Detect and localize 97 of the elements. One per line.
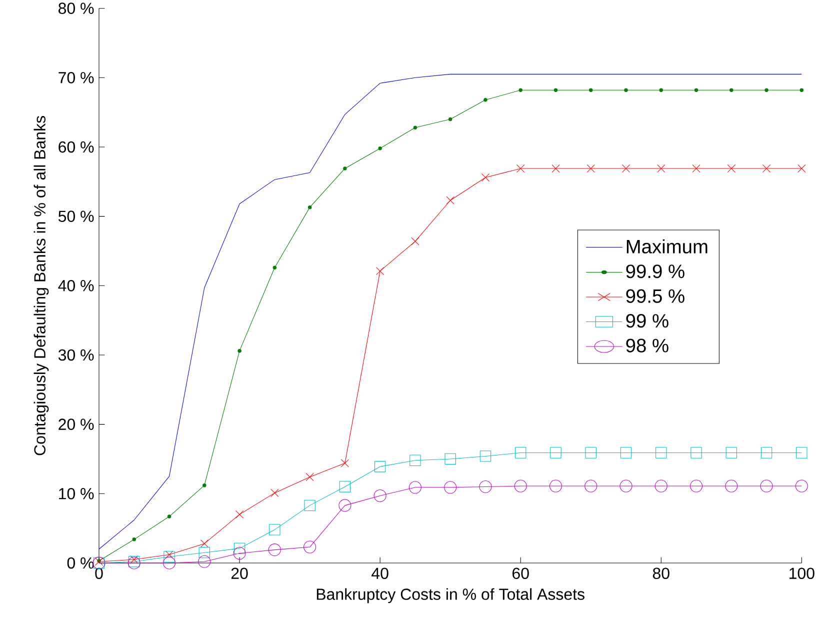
point	[620, 480, 632, 492]
point	[268, 544, 281, 556]
point	[586, 164, 595, 173]
point	[481, 173, 490, 182]
point	[338, 499, 352, 512]
y-tick-label: 40 %	[58, 280, 94, 292]
point	[480, 450, 492, 462]
point	[165, 550, 174, 559]
point	[727, 164, 736, 173]
point	[446, 196, 454, 204]
point	[444, 453, 456, 465]
point	[692, 164, 700, 173]
point	[656, 447, 667, 458]
point	[518, 88, 522, 92]
point	[343, 166, 347, 170]
point	[514, 480, 527, 492]
point	[514, 447, 526, 458]
point	[198, 555, 211, 568]
point	[796, 447, 808, 458]
y-tick-label: 30 %	[58, 349, 94, 361]
legend-label: 99.9 %	[626, 264, 684, 278]
point	[624, 88, 628, 92]
point	[798, 164, 806, 173]
legend-label: 99.5 %	[626, 289, 684, 303]
legend-label: Maximum	[626, 239, 708, 254]
y-tick-label: 50 %	[58, 210, 94, 222]
point	[306, 472, 314, 482]
point	[233, 547, 246, 560]
point	[234, 542, 246, 554]
point	[269, 524, 280, 536]
point	[584, 480, 598, 492]
y-tick-label: 80 %	[58, 2, 94, 14]
point	[304, 540, 316, 554]
point	[588, 88, 593, 92]
point	[690, 447, 702, 458]
point	[198, 546, 210, 558]
point	[167, 514, 172, 518]
point	[132, 538, 136, 542]
y-tick-label: 10 %	[59, 488, 94, 500]
x-tick-label: 20	[231, 568, 248, 580]
point	[413, 126, 418, 130]
point	[378, 146, 382, 150]
point	[725, 480, 738, 492]
point	[304, 500, 316, 512]
y-tick-label: 60 %	[58, 141, 94, 153]
point	[694, 88, 698, 92]
point	[163, 556, 176, 570]
point	[795, 480, 808, 492]
x-tick-label: 60	[512, 568, 529, 580]
point	[376, 267, 384, 276]
point	[550, 447, 562, 458]
x-tick-label: 100	[790, 568, 814, 580]
point	[374, 489, 386, 502]
point	[235, 510, 244, 518]
point	[549, 480, 562, 492]
point	[760, 480, 773, 492]
point	[340, 459, 349, 468]
point	[484, 98, 488, 102]
y-tick-label: 20 %	[58, 418, 94, 430]
point	[654, 480, 668, 492]
point	[690, 480, 703, 492]
point	[726, 447, 737, 458]
point	[552, 164, 560, 173]
point	[585, 447, 596, 458]
point	[730, 88, 734, 92]
x-tick-label: 40	[372, 568, 388, 580]
x-tick-label: 80	[652, 568, 670, 580]
point	[200, 540, 208, 548]
point	[800, 88, 804, 92]
point	[764, 88, 768, 92]
point	[657, 164, 666, 173]
point	[202, 483, 206, 488]
point	[479, 480, 492, 493]
y-axis-title: Contagiously Defaulting Banks in % of all Banks	[34, 116, 49, 456]
point	[516, 164, 525, 173]
point	[374, 461, 386, 472]
legend-label: 98 %	[626, 338, 668, 352]
point	[272, 266, 277, 270]
point	[408, 481, 422, 494]
point	[659, 88, 663, 92]
point	[760, 447, 772, 458]
y-tick-label: 70 %	[58, 72, 94, 84]
point	[554, 88, 558, 92]
point	[762, 164, 771, 173]
point	[164, 551, 175, 562]
point	[622, 164, 630, 173]
point	[444, 481, 457, 494]
point	[620, 447, 632, 458]
point	[411, 237, 420, 246]
point	[238, 348, 242, 353]
x-axis-title: Bankruptcy Costs in % of Total Assets	[316, 588, 584, 604]
point	[270, 488, 279, 498]
point	[339, 481, 351, 492]
point	[410, 454, 421, 466]
legend-label: 99 %	[626, 314, 668, 328]
point	[448, 117, 452, 122]
point	[308, 205, 312, 210]
